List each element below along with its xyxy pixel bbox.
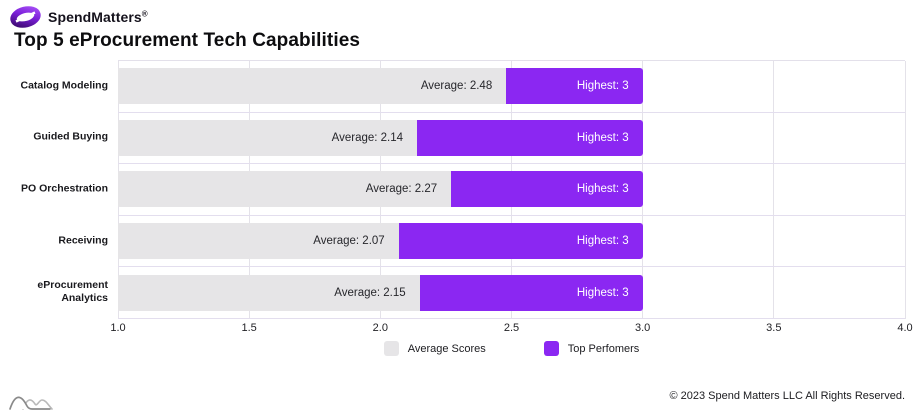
highest-label: Highest: 3 — [576, 131, 629, 144]
vertical-gridline — [773, 61, 775, 319]
x-axis-tick-label: 1.5 — [241, 322, 257, 334]
x-axis-tick-label: 1.0 — [110, 322, 126, 334]
highest-label: Highest: 3 — [576, 286, 629, 299]
brand-name: SpendMatters® — [48, 9, 148, 25]
capability-bar: Average: 2.07 Highest: 3 — [118, 223, 643, 260]
category-label: eProcurement Analytics — [37, 279, 108, 305]
category-label: PO Orchestration — [21, 182, 108, 195]
highest-label: Highest: 3 — [576, 183, 629, 196]
average-segment: Average: 2.48 — [118, 68, 507, 105]
legend-label: Average Scores — [407, 342, 486, 355]
mountains-logo-icon — [9, 396, 53, 410]
average-segment: Average: 2.07 — [118, 223, 399, 260]
legend-swatch — [383, 341, 399, 356]
spendmatters-swirl-icon — [10, 6, 41, 28]
category-label: Receiving — [58, 234, 108, 247]
chart-row: Average: 2.27 Highest: 3 — [118, 164, 905, 216]
x-axis-tick-label: 4.0 — [897, 322, 913, 334]
chart-legend: Average Scores Top Perfomers — [118, 341, 905, 356]
vertical-gridline — [904, 61, 906, 319]
average-label: Average: 2.48 — [420, 80, 493, 93]
average-segment: Average: 2.27 — [118, 171, 452, 208]
capability-bar: Average: 2.27 Highest: 3 — [118, 171, 643, 208]
capability-bar: Average: 2.48 Highest: 3 — [118, 68, 643, 105]
x-axis-tick-label: 2.0 — [372, 322, 388, 334]
brand-header: SpendMatters® — [10, 5, 148, 29]
average-label: Average: 2.27 — [365, 183, 438, 196]
highest-label: Highest: 3 — [576, 235, 629, 248]
x-axis-tick-label: 3.0 — [635, 322, 651, 334]
top-performers-segment: Highest: 3 — [506, 68, 643, 105]
highest-label: Highest: 3 — [576, 80, 629, 93]
chart-row: Average: 2.07 Highest: 3 — [118, 216, 905, 268]
chart-row: Average: 2.48 Highest: 3 — [118, 61, 905, 113]
average-segment: Average: 2.14 — [118, 119, 418, 156]
top-performers-segment: Highest: 3 — [419, 274, 643, 311]
legend-item: Average Scores — [383, 341, 486, 356]
legend-swatch — [543, 341, 559, 356]
chart-row: Average: 2.15 Highest: 3 — [118, 267, 905, 319]
average-label: Average: 2.14 — [331, 131, 404, 144]
category-label: Guided Buying — [33, 130, 108, 143]
capability-bar: Average: 2.15 Highest: 3 — [118, 274, 643, 311]
chart-row: Average: 2.14 Highest: 3 — [118, 113, 905, 165]
category-label: Catalog Modeling — [20, 79, 109, 92]
copyright-text: © 2023 Spend Matters LLC All Rights Rese… — [669, 390, 905, 402]
average-segment: Average: 2.15 — [118, 274, 420, 311]
average-label: Average: 2.15 — [334, 286, 406, 299]
legend-item: Top Perfomers — [543, 341, 640, 356]
vertical-gridline — [642, 61, 644, 319]
x-axis-tick-label: 3.5 — [766, 322, 782, 334]
top-performers-segment: Highest: 3 — [417, 119, 643, 156]
plot-area: Average: 2.48 Highest: 3 Average: 2.14 High… — [117, 60, 906, 319]
top-performers-segment: Highest: 3 — [398, 223, 643, 260]
top-performers-segment: Highest: 3 — [451, 171, 643, 208]
registered-mark: ® — [141, 9, 148, 19]
legend-label: Top Perfomers — [567, 342, 640, 355]
average-label: Average: 2.07 — [313, 235, 385, 248]
page-title: Top 5 eProcurement Tech Capabilities — [14, 30, 361, 51]
x-axis-tick-label: 2.5 — [503, 322, 520, 334]
capability-bar: Average: 2.14 Highest: 3 — [118, 119, 643, 156]
